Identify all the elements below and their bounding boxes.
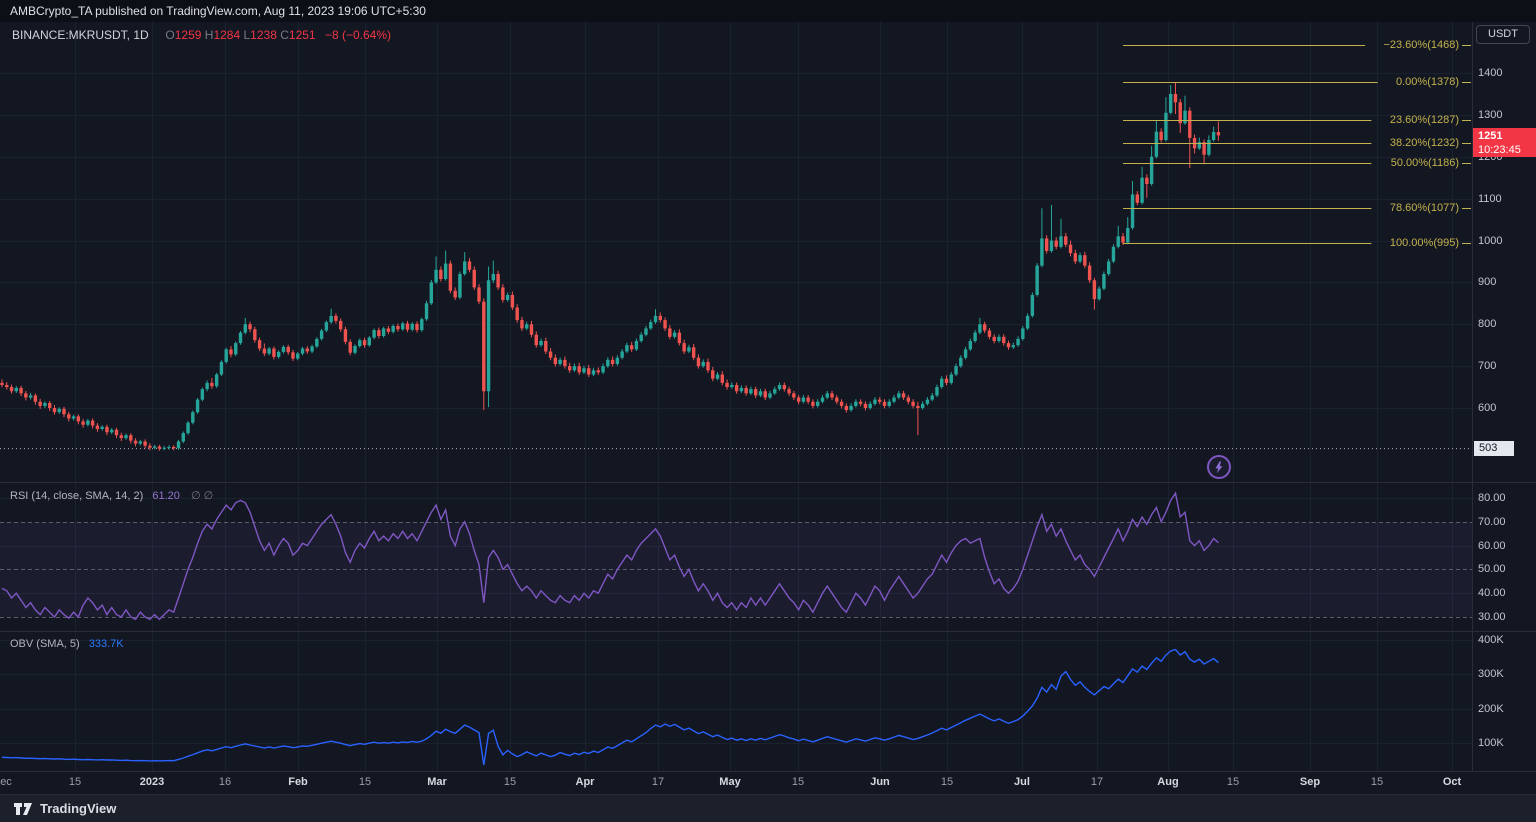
fib-level-label: 100.00%(995) <box>1389 236 1459 249</box>
obv-line <box>1 648 1219 766</box>
time-tick-label: Jul <box>1014 776 1030 788</box>
last-price-value: 1251 <box>1478 130 1503 142</box>
fib-retracement[interactable] <box>1123 45 1471 244</box>
obv-tick-label: 200K <box>1478 702 1504 715</box>
time-tick-label: 15 <box>791 776 805 788</box>
rsi-extra-values: ∅ ∅ <box>190 490 214 502</box>
price-tick-label: 1000 <box>1478 234 1503 247</box>
time-tick-label: 15 <box>1226 776 1240 788</box>
candlestick-plot <box>0 82 1221 451</box>
fib-level-label: 50.00%(1186) <box>1390 156 1459 169</box>
time-tick-label: 17 <box>651 776 665 788</box>
fib-level-label: 38.20%(1232) <box>1389 137 1459 150</box>
fib-level-label: 78.60%(1077) <box>1389 202 1459 215</box>
price-tick-label: 900 <box>1478 276 1497 289</box>
obv-value: 333.7K <box>88 638 124 650</box>
time-tick-label: May <box>719 776 741 788</box>
time-tick-label: Apr <box>575 776 595 788</box>
time-tick-label: Feb <box>288 776 308 788</box>
time-tick-label: 15 <box>503 776 517 788</box>
rsi-tick-label: 30.00 <box>1478 611 1506 623</box>
time-axis[interactable]: ec 15 2023 16 Feb 15 Mar 15 Apr 17 May 15 Jun 15 Jul 17… <box>0 772 1472 794</box>
pane-separators[interactable] <box>0 22 1536 772</box>
marked-level-label: 503 <box>1474 441 1514 456</box>
fib-level-label: 0.00%(1378) <box>1396 76 1459 89</box>
obv-tick-label: 300K <box>1478 668 1504 681</box>
time-tick-label: 15 <box>68 776 82 788</box>
price-tick-label: 1100 <box>1478 192 1502 205</box>
rsi-tick-label: 80.00 <box>1478 492 1506 504</box>
grid <box>0 22 1472 771</box>
price-tick-label: 700 <box>1478 360 1497 373</box>
price-tick-label: 1400 <box>1478 67 1503 79</box>
time-tick-label: 16 <box>218 776 232 788</box>
obv-tick-label: 400K <box>1478 634 1504 646</box>
tradingview-logo-icon[interactable] <box>14 801 33 817</box>
obv-indicator-legend[interactable]: OBV (SMA, 5) 333.7K <box>10 638 124 650</box>
price-tick-label: 800 <box>1478 318 1497 331</box>
fib-level-label: −23.60%(1468) <box>1383 38 1459 51</box>
rsi-tick-label: 70.00 <box>1478 515 1506 528</box>
symbol-title[interactable]: BINANCE:MKRUSDT, 1D <box>12 28 149 42</box>
rsi-tick-label: 50.00 <box>1478 563 1506 576</box>
boost-button[interactable] <box>1207 455 1231 479</box>
obv-title-text[interactable]: OBV (SMA, 5) <box>10 638 80 650</box>
time-tick-label: Sep <box>1299 776 1321 788</box>
symbol-legend[interactable]: BINANCE:MKRUSDT, 1D O1259 H1284 L1238 C1… <box>12 28 391 42</box>
time-tick-label: 15 <box>1370 776 1384 788</box>
time-tick-label: 15 <box>358 776 372 788</box>
publisher-bar: AMBCrypto_TA published on TradingView.co… <box>0 0 1536 22</box>
change-value: −8 (−0.64%) <box>324 28 391 42</box>
time-tick-label: Jun <box>870 776 890 788</box>
bar-countdown: 10:23:45 <box>1478 144 1521 156</box>
rsi-line <box>1 491 1219 621</box>
footer-bar: TradingView <box>0 794 1536 822</box>
ohlc-high: H1284 <box>204 28 241 42</box>
time-tick-label: Aug <box>1157 776 1179 788</box>
rsi-indicator-legend[interactable]: RSI (14, close, SMA, 14, 2) 61.20 ∅ ∅ <box>10 489 213 502</box>
footer-brand[interactable]: TradingView <box>40 801 117 816</box>
lightning-icon <box>1215 461 1223 474</box>
rsi-title-text[interactable]: RSI (14, close, SMA, 14, 2) <box>10 490 144 502</box>
time-tick-label: 15 <box>940 776 954 788</box>
time-tick-label: Oct <box>1442 776 1462 788</box>
currency-toggle-button[interactable]: USDT <box>1476 25 1530 44</box>
time-tick-label: 17 <box>1090 776 1104 788</box>
ohlc-low: L1238 <box>243 28 277 42</box>
rsi-tick-label: 40.00 <box>1478 587 1506 600</box>
time-tick-label: 2023 <box>139 776 165 788</box>
ohlc-open: O1259 <box>165 28 202 42</box>
rsi-value: 61.20 <box>152 490 180 502</box>
time-tick-label: ec <box>0 776 12 788</box>
rsi-tick-label: 60.00 <box>1478 539 1506 552</box>
price-tick-label: 600 <box>1478 402 1497 414</box>
obv-tick-label: 100K <box>1478 736 1504 749</box>
publisher-text: AMBCrypto_TA published on TradingView.co… <box>10 4 426 18</box>
time-tick-label: Mar <box>427 776 447 788</box>
ohlc-close: C1251 <box>280 28 316 42</box>
last-price-label: 1251 10:23:45 <box>1473 128 1536 157</box>
price-tick-label: 1300 <box>1478 108 1503 121</box>
fib-level-label: 23.60%(1287) <box>1389 114 1459 127</box>
